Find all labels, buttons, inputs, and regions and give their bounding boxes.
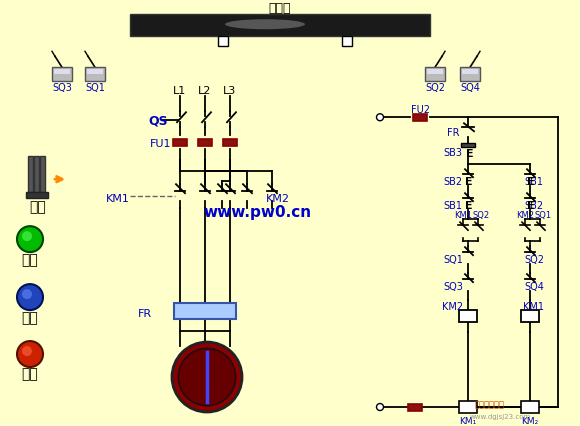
Circle shape (376, 115, 383, 121)
Text: 正转: 正转 (21, 253, 38, 267)
Bar (198, 139, 212, 147)
Circle shape (376, 403, 383, 411)
Text: SQ2: SQ2 (524, 255, 544, 265)
Text: L2: L2 (198, 86, 212, 96)
Text: KM1: KM1 (106, 194, 130, 204)
Circle shape (17, 341, 43, 367)
Text: SQ1: SQ1 (534, 210, 552, 219)
Circle shape (22, 289, 32, 299)
Bar (342, 37, 352, 47)
Bar (173, 139, 187, 147)
Bar (425, 68, 445, 82)
Circle shape (22, 232, 32, 242)
Text: SQ3: SQ3 (443, 282, 463, 291)
Circle shape (17, 227, 43, 253)
Text: KM2: KM2 (266, 194, 290, 204)
Text: SQ1: SQ1 (85, 83, 105, 93)
Text: SB3: SB3 (444, 148, 462, 158)
Text: E: E (465, 201, 473, 211)
Text: SQ2: SQ2 (425, 83, 445, 93)
Text: L1: L1 (173, 86, 187, 96)
Text: FR: FR (447, 128, 459, 138)
Bar (218, 37, 228, 47)
Bar (413, 115, 427, 121)
Text: SQ2: SQ2 (473, 210, 490, 219)
Bar (427, 70, 443, 75)
Text: E: E (527, 177, 535, 187)
Text: KM2: KM2 (443, 301, 463, 311)
Circle shape (172, 342, 242, 412)
Bar (40, 157, 45, 193)
Text: FU2: FU2 (411, 105, 430, 115)
Text: 反转: 反转 (21, 311, 38, 324)
Bar (521, 311, 539, 322)
Bar (459, 311, 477, 322)
Circle shape (178, 348, 235, 406)
Text: SB1: SB1 (524, 177, 543, 187)
Circle shape (22, 346, 32, 356)
Text: E: E (466, 149, 474, 159)
Text: SB2: SB2 (444, 177, 463, 187)
Text: KM2: KM2 (516, 210, 534, 219)
Text: E: E (465, 177, 473, 187)
Bar (459, 401, 477, 413)
Bar (408, 403, 422, 411)
Bar (461, 144, 475, 148)
Text: FR: FR (138, 308, 152, 318)
Bar (174, 303, 236, 320)
Text: KM₂: KM₂ (521, 415, 539, 424)
Text: www.pw0.cn: www.pw0.cn (204, 204, 312, 219)
Bar (34, 157, 39, 193)
Bar (223, 139, 237, 147)
Text: SB1: SB1 (444, 201, 462, 211)
Text: 电源: 电源 (30, 200, 46, 214)
Text: KM1: KM1 (524, 301, 545, 311)
Bar (521, 401, 539, 413)
Text: SQ4: SQ4 (460, 83, 480, 93)
Bar (87, 70, 103, 75)
Bar (26, 193, 48, 199)
Text: 工作台: 工作台 (269, 2, 291, 15)
Bar (85, 68, 105, 82)
Ellipse shape (225, 20, 305, 30)
Text: 电工技术之家: 电工技术之家 (475, 400, 505, 409)
Text: L3: L3 (223, 86, 237, 96)
Text: FU1: FU1 (150, 139, 172, 149)
Circle shape (17, 285, 43, 311)
Bar (462, 70, 478, 75)
Text: KM1: KM1 (454, 210, 472, 219)
Bar (28, 157, 33, 193)
Bar (54, 70, 70, 75)
Text: QS: QS (148, 115, 168, 127)
Text: 停止: 停止 (21, 366, 38, 380)
Bar (130, 15, 430, 37)
Text: SQ4: SQ4 (524, 282, 544, 291)
Bar (52, 68, 72, 82)
Bar (460, 68, 480, 82)
Text: SB2: SB2 (524, 201, 543, 211)
Text: E: E (527, 201, 535, 211)
Text: KM₁: KM₁ (459, 415, 477, 424)
Text: SQ1: SQ1 (443, 255, 463, 265)
Text: www.dgjsj23.com: www.dgjsj23.com (469, 413, 531, 419)
Text: SQ3: SQ3 (52, 83, 72, 93)
